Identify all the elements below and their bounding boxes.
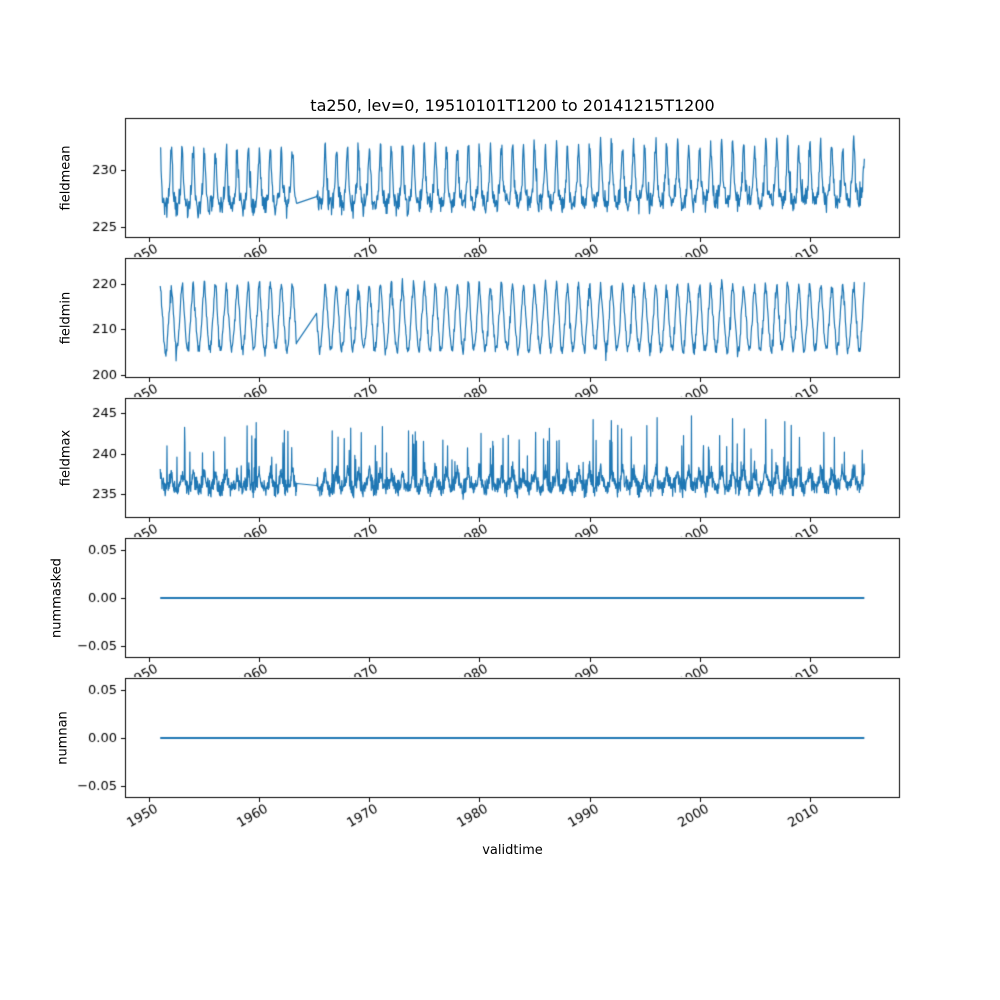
y-axis-label-fieldmean: fieldmean: [58, 145, 74, 211]
y-axis-label-fieldmax: fieldmax: [58, 429, 74, 487]
x-axis-label: validtime: [482, 843, 543, 858]
y-axis-label-numnan: numnan: [55, 711, 71, 765]
figure-title: ta250, lev=0, 19510101T1200 to 20141215T…: [310, 96, 715, 115]
y-axis-label-fieldmin: fieldmin: [58, 291, 74, 345]
y-axis-label-nummasked: nummasked: [49, 558, 65, 638]
